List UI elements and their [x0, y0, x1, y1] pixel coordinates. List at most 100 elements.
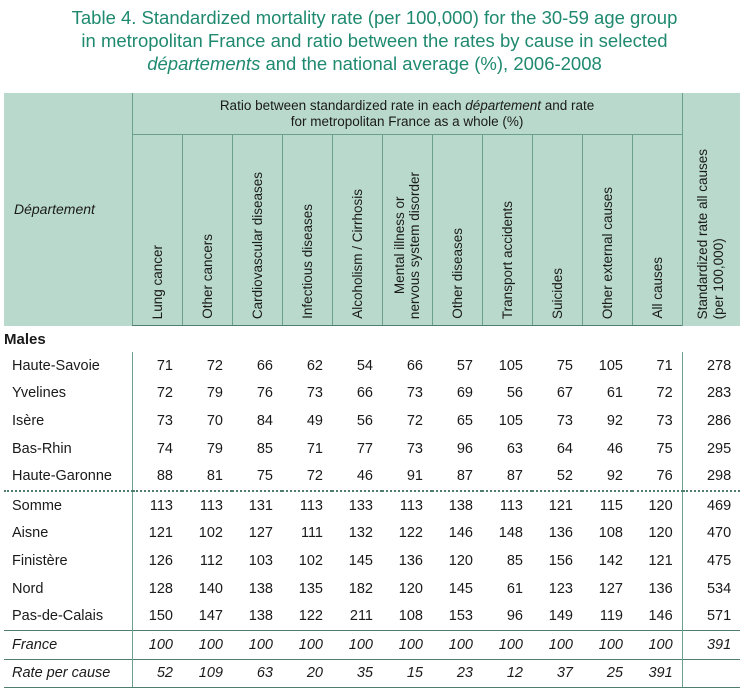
cause-label: Suicides: [549, 267, 565, 319]
section-label: Males: [4, 330, 46, 348]
cell-all-causes: 76: [656, 468, 673, 485]
cell-alcoholism-cirrhosis: 35: [332, 658, 382, 689]
cell-mental-illness-or-nervous-system-disorder: 108: [398, 608, 423, 625]
cause-label: Other external causes: [599, 186, 615, 319]
cell-other-cancers: 147: [198, 608, 223, 625]
cell-other-external-causes: 108: [598, 525, 623, 542]
cell-other-diseases: 87: [456, 468, 473, 485]
cell-other-diseases: 120: [448, 552, 473, 569]
cause-label: Other diseases: [449, 228, 465, 319]
cell-mental-illness-or-nervous-system-disorder: 122: [398, 525, 423, 542]
cause-label: Infectious diseases: [299, 204, 315, 319]
cause-label: Mental illness or: [392, 196, 407, 295]
cell-other-external-causes: 92: [606, 468, 623, 485]
cell-all-causes: 120: [648, 525, 673, 542]
cell-alcoholism-cirrhosis: 211: [349, 608, 373, 625]
cell-lung-cancer: 74: [131, 434, 182, 463]
cell-other-external-causes: 92: [606, 412, 623, 429]
cause-header-other-diseases: Other diseases: [431, 134, 482, 326]
row-label: Aisne: [12, 525, 49, 542]
group-italic: département: [465, 97, 542, 113]
cell-cardiovascular-diseases: 75: [256, 468, 273, 485]
cell-other-diseases: 65: [456, 412, 473, 429]
cell-cardiovascular-diseases: 131: [232, 489, 282, 520]
cell-suicides: 67: [556, 385, 573, 402]
cell-infectious-diseases: 20: [282, 658, 332, 689]
cell-other-external-causes: 127: [598, 580, 623, 597]
cell-cardiovascular-diseases: 103: [248, 552, 273, 569]
cell-other-cancers: 79: [206, 440, 223, 457]
cell-all-causes: 75: [656, 440, 673, 457]
cell-transport-accidents: 148: [498, 525, 523, 542]
cell-transport-accidents: 105: [498, 412, 523, 429]
cell-other-cancers: 140: [198, 580, 223, 597]
title-italic: départements: [147, 53, 261, 74]
title-rest: and the national average (%), 2006-2008: [260, 53, 602, 74]
cell-other-external-causes: 142: [598, 552, 623, 569]
group-post: and rate: [541, 97, 595, 113]
cell-cardiovascular-diseases: 127: [248, 525, 273, 542]
cell-infectious-diseases: 73: [306, 385, 323, 402]
cell-cardiovascular-diseases: 76: [256, 385, 273, 402]
row-label: Bas-Rhin: [12, 440, 72, 457]
cell-suicides: 149: [548, 608, 573, 625]
cell-mental-illness-or-nervous-system-disorder: 73: [406, 440, 423, 457]
cell-other-cancers: 72: [206, 357, 223, 374]
cell-lung-cancer: 71: [131, 352, 182, 380]
cell-suicides: 123: [548, 580, 573, 597]
cell-lung-cancer: 126: [131, 547, 182, 575]
cell-other-external-causes: 61: [606, 385, 623, 402]
cell-other-diseases: 23: [432, 658, 482, 689]
cell-infectious-diseases: 62: [306, 357, 323, 374]
cell-mental-illness-or-nervous-system-disorder: 72: [406, 412, 423, 429]
cell-transport-accidents: 100: [482, 629, 532, 660]
cause-header-other-cancers: Other cancers: [181, 134, 232, 326]
title-line-2: in metropolitan France and ratio between…: [81, 30, 668, 51]
cell-standardized-rate: 283: [681, 379, 741, 408]
cell-lung-cancer: 52: [131, 658, 182, 689]
cell-transport-accidents: 113: [482, 489, 532, 520]
cell-infectious-diseases: 49: [306, 412, 323, 429]
cell-all-causes: 121: [648, 552, 673, 569]
table-row: Nord 128 140 138 135 182 120 145 61 123 127 136 534: [4, 574, 741, 603]
cell-standardized-rate: 571: [681, 602, 741, 631]
cell-alcoholism-cirrhosis: 100: [332, 629, 382, 660]
cell-transport-accidents: 12: [482, 658, 532, 689]
cause-label: Other cancers: [199, 234, 215, 319]
cell-infectious-diseases: 72: [306, 468, 323, 485]
ratio-group-header: Ratio between standardized rate in each …: [131, 93, 683, 135]
title-line-1: Table 4. Standardized mortality rate (pe…: [71, 7, 678, 28]
cell-mental-illness-or-nervous-system-disorder: 66: [406, 357, 423, 374]
table-row: Aisne 121 102 127 111 132 122 146 148 136 108 120 47…: [4, 519, 741, 548]
cell-all-causes: 146: [648, 608, 673, 625]
cell-alcoholism-cirrhosis: 182: [348, 580, 373, 597]
cause-label: Transport accidents: [499, 200, 515, 319]
cell-transport-accidents: 85: [506, 552, 523, 569]
cell-alcoholism-cirrhosis: 46: [356, 468, 373, 485]
cell-lung-cancer: 121: [131, 519, 182, 548]
table-row: Isère 73 70 84 49 56 72 65 105 73 92 73 286: [4, 407, 741, 435]
row-label: Isère: [12, 412, 45, 429]
cell-other-cancers: 102: [198, 525, 223, 542]
cell-mental-illness-or-nervous-system-disorder: 91: [406, 468, 423, 485]
cell-lung-cancer: 150: [131, 602, 182, 631]
rate-per-cause-row: Rate per cause 52 109 63 20 35 15 23 12 37 25 391: [4, 658, 741, 689]
cause-header-cardiovascular-diseases: Cardiovascular diseases: [231, 134, 282, 326]
france-row: France 100 100 100 100 100 100 100 100 100 100 100 3…: [4, 629, 741, 660]
cell-all-causes: 72: [656, 385, 673, 402]
cell-lung-cancer: 100: [131, 629, 182, 660]
table-row: Pas-de-Calais 150 147 138 122 211 108 153 96 149 1…: [4, 602, 741, 631]
std-header-line-1: Standardized rate all causes: [695, 149, 711, 320]
cell-standardized-rate: 295: [681, 434, 741, 463]
row-label: Rate per cause: [4, 658, 132, 689]
cause-header-all-causes: All causes: [631, 134, 683, 326]
cell-all-causes: 391: [632, 658, 683, 689]
cell-standardized-rate: 475: [681, 547, 741, 575]
cell-other-diseases: 153: [448, 608, 473, 625]
cell-infectious-diseases: 71: [306, 440, 323, 457]
cell-lung-cancer: 73: [131, 407, 182, 435]
cell-mental-illness-or-nervous-system-disorder: 113: [382, 489, 432, 520]
cell-all-causes: 100: [632, 629, 683, 660]
cause-label: Cardiovascular diseases: [249, 171, 265, 319]
cell-transport-accidents: 105: [498, 357, 523, 374]
